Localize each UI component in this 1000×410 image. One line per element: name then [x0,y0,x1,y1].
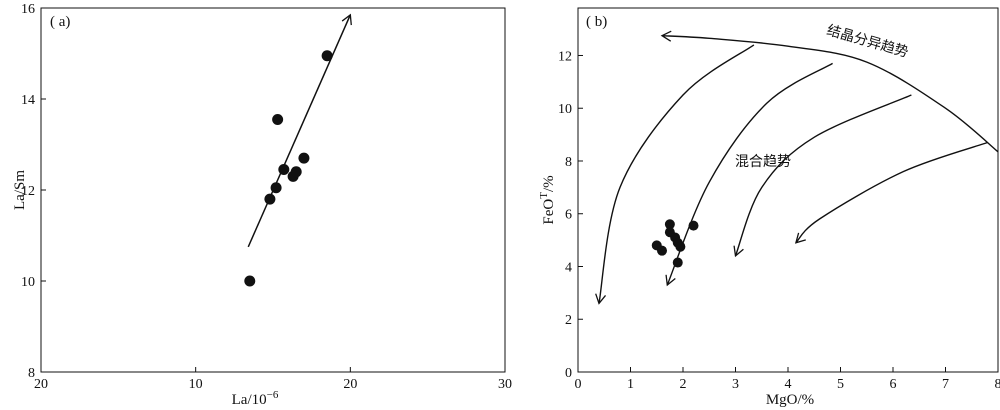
trend-arrow [247,13,352,248]
panel-a-points [244,50,333,287]
crystallization-trend-label: 结晶分异趋势 [825,22,910,61]
data-point [672,257,683,268]
y-tick-label: 10 [21,275,35,290]
y-tick-label: 8 [28,366,35,381]
x-tick-label: 30 [498,377,512,392]
panel-a-label: ( a) [50,14,70,30]
panel-b-frame [577,7,999,373]
y-tick-label: 0 [565,366,572,381]
data-point [270,182,282,194]
panel-b-ylabel: FeOT/% [538,175,557,224]
panel-b-curves [595,30,999,305]
x-tick-label: 10 [189,377,203,392]
y-tick-label: 10 [558,102,572,117]
data-point [688,220,699,231]
x-tick-label: 20 [343,377,357,392]
x-tick-label: 20 [34,377,48,392]
y-tick-label: 14 [21,93,35,108]
y-tick-label: 12 [558,49,572,64]
x-tick-label: 3 [732,377,739,392]
panel-b-label: ( b) [586,14,607,30]
mixing-trend-curve [794,141,988,244]
y-tick-label: 16 [21,2,35,17]
x-tick-label: 4 [785,377,792,392]
panel-a-ticks: 20 10 20 30 8 10 12 14 16 [21,2,512,392]
data-point [272,113,284,125]
panel-a-ylabel: La/Sm [12,170,28,210]
x-tick-label: 2 [680,377,687,392]
y-tick-label: 12 [21,184,35,199]
y-tick-label: 8 [565,155,572,170]
data-point [244,275,256,287]
panel-b-points [651,219,699,268]
panel-a: ( a) 20 10 20 30 8 10 12 14 16 La/Sm La/10−6 [12,2,512,408]
data-point [657,245,667,256]
mixing-trend-curve [733,94,912,258]
y-tick-label: 2 [565,313,572,328]
data-point [278,164,290,176]
data-point [664,219,675,230]
data-point [290,166,302,178]
crystallization-trend-curve [660,30,999,153]
x-tick-label: 1 [627,377,634,392]
x-tick-label: 6 [890,377,897,392]
mixing-trend-curve [665,62,833,287]
x-tick-label: 8 [995,377,1000,392]
y-tick-label: 6 [565,208,572,223]
data-point [264,193,276,205]
y-tick-label: 4 [565,260,572,275]
mixing-trend-label: 混合趋势 [735,154,791,170]
data-point [298,152,310,164]
x-tick-label: 0 [575,377,582,392]
data-point [675,241,686,252]
data-point [321,50,333,62]
panel-b-xlabel: MgO/% [766,392,814,408]
mixing-trend-curve [595,44,755,305]
x-tick-label: 7 [942,377,949,392]
panel-a-xlabel: La/10−6 [232,389,279,408]
x-tick-label: 5 [837,377,844,392]
